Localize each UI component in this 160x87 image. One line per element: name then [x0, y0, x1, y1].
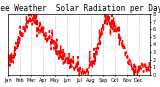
Title: Milwaukee Weather  Solar Radiation per Day KW/m2: Milwaukee Weather Solar Radiation per Da…: [0, 4, 160, 13]
